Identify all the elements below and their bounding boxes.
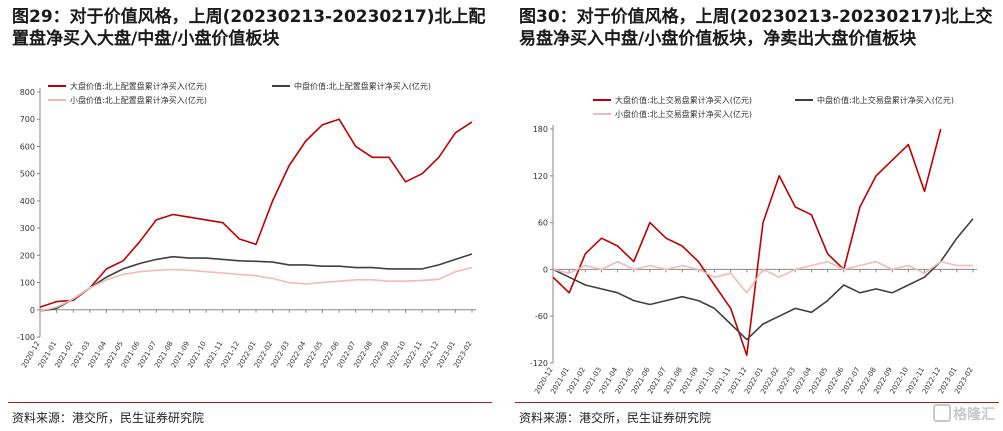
- y-tick-label: 500: [20, 170, 35, 179]
- source-divider: [515, 402, 999, 403]
- y-tick-label: 200: [20, 251, 35, 260]
- y-tick-label: 800: [20, 88, 35, 97]
- y-tick-label: 400: [20, 197, 35, 206]
- chart-29: 8007006005004003002001000-1002020-122021…: [17, 81, 476, 369]
- legend-label: 小盘价值:北上配置盘累计净买入(亿元): [70, 95, 207, 105]
- y-tick-label: 60: [538, 219, 548, 228]
- series-line-large: [552, 128, 942, 356]
- chart-30: 180120600-60-1202020-122021-012021-02202…: [530, 95, 977, 395]
- y-tick-label: -60: [535, 312, 548, 321]
- y-tick-label: 600: [20, 142, 35, 151]
- y-tick-label: 700: [20, 115, 35, 124]
- y-tick-label: -120: [530, 359, 548, 368]
- series-line-small: [39, 266, 473, 312]
- y-tick-label: 100: [20, 279, 35, 288]
- legend-label: 中盘价值:北上配置盘累计净买入(亿元): [294, 81, 431, 91]
- legend-label: 大盘价值:北上交易盘累计净买入(亿元): [615, 95, 752, 105]
- chart-title-29: 图29：对于价值风格，上周(20230213-20230217)北上配置盘净买入…: [12, 7, 486, 49]
- legend-label: 中盘价值:北上交易盘累计净买入(亿元): [817, 95, 954, 105]
- series-line-small: [552, 260, 973, 294]
- gelonghui-logo-icon: [933, 404, 951, 422]
- chart-panel-29: 图29：对于价值风格，上周(20230213-20230217)北上配置盘净买入…: [0, 0, 496, 431]
- series-line-large: [39, 118, 473, 308]
- legend-label: 小盘价值:北上交易盘累计净买入(亿元): [615, 109, 752, 119]
- series-line-mid: [552, 218, 974, 341]
- watermark-text: 格隆汇: [953, 407, 995, 423]
- y-tick-label: 300: [20, 224, 35, 233]
- chart-panel-30: 图30：对于价值风格，上周(20230213-20230217)北上交易盘净买入…: [507, 0, 1003, 431]
- source-text-29: 资料来源：港交所，民生证券研究院: [12, 411, 205, 425]
- y-tick-label: -100: [17, 333, 35, 342]
- series-line-mid: [39, 253, 473, 312]
- y-tick-label: 0: [30, 306, 35, 315]
- source-divider: [8, 402, 492, 403]
- y-tick-label: 180: [533, 125, 548, 134]
- y-tick-label: 0: [543, 265, 548, 274]
- chart-title-30: 图30：对于价值风格，上周(20230213-20230217)北上交易盘净买入…: [519, 7, 993, 49]
- source-text-30: 资料来源：港交所，民生证券研究院: [519, 411, 712, 425]
- legend-label: 大盘价值:北上配置盘累计净买入(亿元): [70, 81, 207, 91]
- watermark: 格隆汇: [933, 404, 995, 424]
- y-tick-label: 120: [533, 172, 548, 181]
